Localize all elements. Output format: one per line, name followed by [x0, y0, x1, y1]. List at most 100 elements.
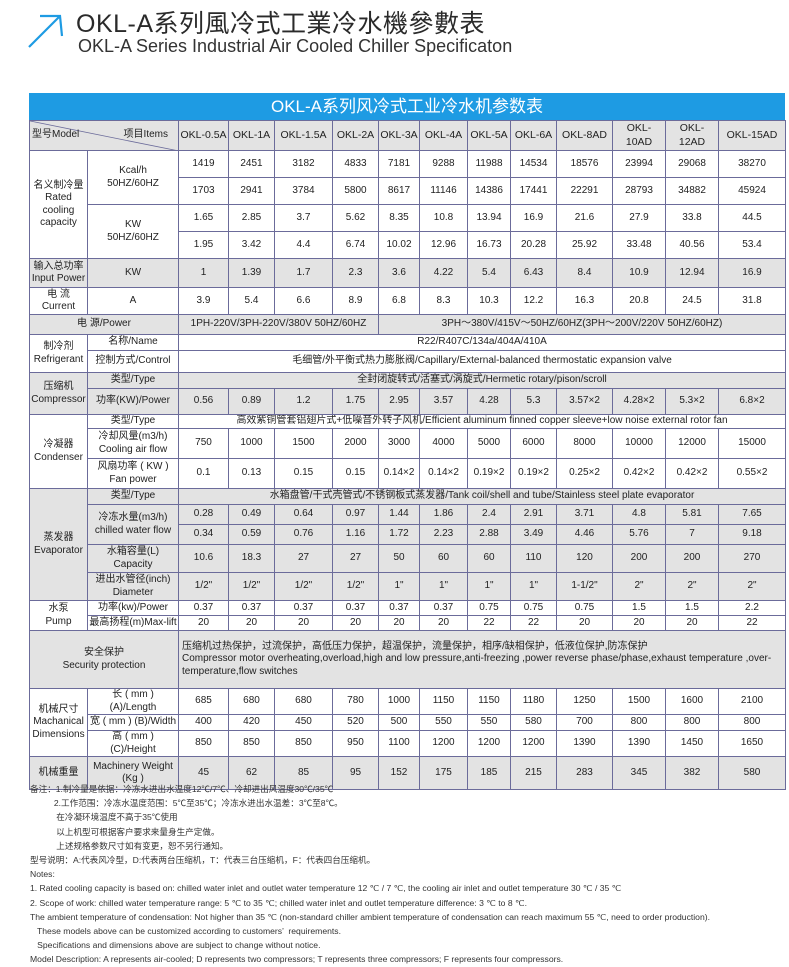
span-cell: R22/R407C/134a/404A/410A	[178, 334, 786, 351]
value-cell: 0.42×2	[665, 458, 719, 489]
value-cell: 22291	[556, 177, 613, 205]
value-cell: 200	[665, 544, 719, 573]
value-cell: 5800	[332, 177, 379, 205]
value-cell: 0.14×2	[378, 458, 420, 489]
value-cell: 10000	[612, 428, 666, 459]
value-cell: 27.9	[612, 204, 666, 232]
span-cell: 1PH-220V/3PH-220V/380V 50HZ/60HZ	[178, 314, 379, 335]
value-cell: 1	[178, 258, 229, 288]
table-row: 最高扬程(m)Max-lift 20 20 20 20 20 20 22 22 20 20 20 22	[30, 615, 786, 631]
value-cell: 4.22	[419, 258, 468, 288]
value-cell: 23994	[612, 150, 666, 178]
value-cell: 175	[419, 756, 468, 790]
value-cell: 11988	[467, 150, 511, 178]
value-cell: 44.5	[718, 204, 786, 232]
value-cell: 550	[467, 714, 511, 731]
table-row: 冷冻水量(m3/h) chilled water flow 0.28 0.49 0.6…	[30, 504, 786, 545]
value-cell: 3.7	[274, 204, 333, 232]
sub-label: 高 ( mm ) (C)/Height	[87, 730, 179, 757]
value-cell: 1200	[510, 730, 557, 757]
value-cell: 12.94	[665, 258, 719, 288]
value-cell: 62	[228, 756, 275, 790]
value-cell: 8.9	[332, 287, 379, 315]
value-cell: 1500	[612, 688, 666, 715]
value-cell: 110	[510, 544, 557, 573]
value-cell: 0.37	[378, 600, 420, 616]
value-cell: 10.6	[178, 544, 229, 573]
table-row: 冷却风量(m3/h) Cooling air flow 750 1000 1500 20…	[30, 428, 786, 459]
table-row: 冷凝器 Condenser 类型/Type 高效紫铜管套铝翅片式+低噪音外转子风机/…	[29, 414, 786, 489]
span-cell: 压缩机过热保护，过流保护，高低压力保护，超温保护，流量保护，相序/缺相保护，低液…	[178, 630, 786, 689]
value-cell: 1"	[378, 572, 420, 601]
value-cell: 20	[556, 615, 613, 631]
value-cell: 20	[419, 615, 468, 631]
value-cell: 2"	[612, 572, 666, 601]
value-cell: 20.28	[510, 231, 557, 259]
value-cell: 5.81	[665, 504, 719, 525]
value-cell: 1-1/2"	[556, 572, 613, 601]
sub-label: 冷却风量(m3/h) Cooling air flow	[87, 428, 179, 459]
value-cell: 800	[612, 714, 666, 731]
note-line: 2. Scope of work: chilled water temperat…	[30, 897, 528, 908]
value-cell: 9.18	[718, 524, 786, 545]
value-cell: 1650	[718, 730, 786, 757]
value-cell: 20	[274, 615, 333, 631]
value-cell: 0.64	[274, 504, 333, 525]
model-label: 型号Model	[32, 129, 80, 140]
table-row: 风扇功率 ( KW ) Fan power 0.1 0.13 0.15 0.15 0.14…	[30, 458, 786, 489]
table-row: 功率(KW)/Power 0.56 0.89 1.2 1.75 2.95 3.57 4.28 5…	[30, 388, 786, 415]
value-cell: 3.42	[228, 231, 275, 259]
model-header: OKL-1.5A	[274, 120, 333, 151]
value-cell: 14386	[467, 177, 511, 205]
value-cell: 38270	[718, 150, 786, 178]
sub-label: 类型/Type	[87, 372, 179, 389]
note-line: 1. Rated cooling capacity is based on: c…	[30, 883, 622, 894]
value-cell: 382	[665, 756, 719, 790]
value-cell: 60	[419, 544, 468, 573]
value-cell: 16.9	[510, 204, 557, 232]
value-cell: 17441	[510, 177, 557, 205]
value-cell: 10.02	[378, 231, 420, 259]
value-cell: 1.72	[378, 524, 420, 545]
value-cell: 20	[228, 615, 275, 631]
table-row: 名义制冷量 Rated cooling capacity Kcal/h 50HZ/…	[29, 150, 786, 259]
value-cell: 1200	[419, 730, 468, 757]
group-label: 冷凝器 Condenser	[29, 414, 88, 489]
value-cell: 1000	[378, 688, 420, 715]
value-cell: 1450	[665, 730, 719, 757]
value-cell: 1703	[178, 177, 229, 205]
model-header: OKL-4A	[419, 120, 468, 151]
value-cell: 24.5	[665, 287, 719, 315]
note-line: 备注：1.制冷量是依据：冷冻水进出水温度12℃/7℃、冷却进出风温度30℃/35…	[30, 784, 334, 794]
value-cell: 53.4	[718, 231, 786, 259]
value-cell: 45924	[718, 177, 786, 205]
value-cell: 3784	[274, 177, 333, 205]
value-cell: 60	[467, 544, 511, 573]
diagonal-divider	[30, 121, 174, 150]
value-cell: 0.37	[178, 600, 229, 616]
value-cell: 10.8	[419, 204, 468, 232]
value-cell: 950	[332, 730, 379, 757]
items-label: 项目Items	[123, 129, 168, 140]
value-cell: 1180	[510, 688, 557, 715]
value-cell: 580	[510, 714, 557, 731]
value-cell: 16.73	[467, 231, 511, 259]
sub-label: 功率(KW)/Power	[87, 388, 179, 415]
group-label: 机械尺寸 Machanical Dimensions	[29, 688, 88, 757]
sub-label: 进出水管径(inch) Diameter	[87, 572, 179, 601]
value-cell: 10.3	[467, 287, 511, 315]
table-row: 电 流 Current A 3.9 5.4 6.6 8.9 6.8 8.3 10.3 12.2 16…	[29, 287, 786, 315]
table-row: 安全保护 Security protection 压缩机过热保护，过流保护，高低压…	[29, 630, 786, 689]
sub-label: 风扇功率 ( KW ) Fan power	[87, 458, 179, 489]
value-cell: 8617	[378, 177, 420, 205]
value-cell: 29068	[665, 150, 719, 178]
value-cell: 0.56	[178, 388, 229, 415]
sub-label: KW	[87, 258, 179, 288]
sub-label: 宽 ( mm ) (B)/Width	[87, 714, 179, 731]
value-cell: 0.49	[228, 504, 275, 525]
table-row: 1703 2941 3784 5800 8617 11146 14386 17441 22291…	[30, 177, 786, 205]
value-cell: 2.88	[467, 524, 511, 545]
table-row: 机械重量 Machinery Weight (Kg ) 45 62 85 95 152 175…	[29, 756, 786, 790]
value-cell: 1200	[467, 730, 511, 757]
value-cell: 1.5	[612, 600, 666, 616]
